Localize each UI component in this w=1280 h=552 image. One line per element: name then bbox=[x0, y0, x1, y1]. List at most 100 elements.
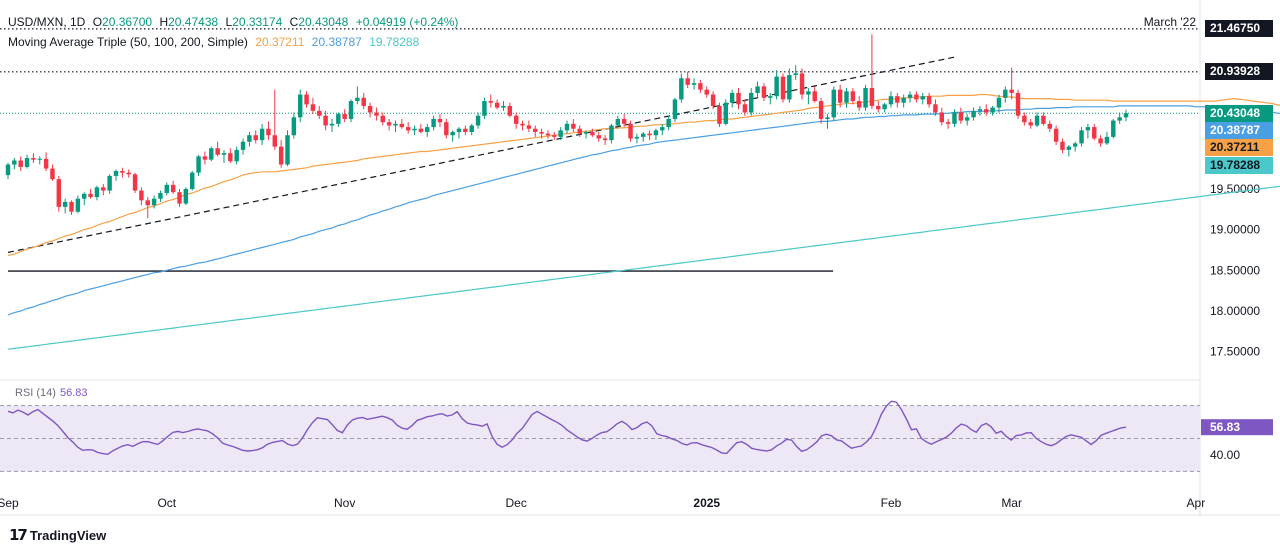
candle-body bbox=[1079, 130, 1084, 144]
candle-body bbox=[69, 201, 74, 212]
candle bbox=[285, 130, 290, 167]
candle-body bbox=[323, 115, 328, 126]
candle bbox=[43, 152, 49, 172]
rsi-title[interactable]: RSI (14) bbox=[15, 387, 56, 399]
candle-body bbox=[1111, 120, 1116, 137]
candle-body bbox=[189, 172, 195, 189]
candle bbox=[310, 97, 316, 115]
candle-body bbox=[1085, 127, 1091, 131]
price-axis-tick: 17.50000 bbox=[1210, 345, 1260, 359]
low-number: 20.33174 bbox=[232, 15, 283, 29]
candle-body bbox=[710, 94, 716, 106]
candle bbox=[444, 118, 449, 139]
candle bbox=[12, 158, 17, 170]
candle-body bbox=[272, 135, 278, 147]
candle bbox=[107, 174, 112, 194]
candle-body bbox=[653, 130, 659, 136]
candle bbox=[488, 94, 493, 108]
rsi-band bbox=[0, 405, 1200, 472]
candle bbox=[1085, 123, 1091, 139]
candle-body bbox=[228, 153, 233, 162]
candle-body bbox=[590, 131, 595, 136]
candle bbox=[18, 156, 23, 172]
candle bbox=[94, 185, 100, 201]
candle bbox=[323, 110, 328, 131]
high-value: H20.47438 bbox=[159, 15, 218, 29]
candle-body bbox=[50, 168, 55, 180]
candle bbox=[145, 197, 150, 219]
candle-body bbox=[723, 102, 729, 124]
candle-body bbox=[685, 78, 690, 85]
candle bbox=[939, 107, 945, 126]
candle bbox=[450, 130, 455, 142]
reference-date-label: March '22 bbox=[1143, 15, 1196, 29]
candle bbox=[856, 96, 862, 111]
time-axis-tick: Apr bbox=[1187, 496, 1206, 510]
candle bbox=[56, 175, 62, 212]
candle bbox=[571, 118, 576, 132]
price-tag: 20.43048 bbox=[1205, 104, 1273, 122]
candle bbox=[850, 88, 856, 105]
tradingview-logo[interactable]: 𝟭𝟳 TradingView bbox=[9, 526, 106, 544]
candle bbox=[418, 123, 424, 134]
candle-body bbox=[88, 193, 93, 198]
candle bbox=[1117, 112, 1122, 124]
candle-body bbox=[278, 146, 284, 165]
candle bbox=[355, 86, 360, 105]
candle-body bbox=[844, 91, 849, 103]
candle bbox=[818, 97, 824, 124]
candle bbox=[1028, 118, 1033, 129]
candle-body bbox=[1066, 146, 1072, 150]
candle bbox=[634, 133, 640, 144]
candle bbox=[482, 97, 487, 119]
candle-body bbox=[386, 122, 392, 126]
candle bbox=[736, 88, 741, 110]
candle-body bbox=[62, 201, 68, 207]
candle bbox=[469, 123, 474, 136]
rsi-value-tag bbox=[1201, 419, 1273, 436]
candle-body bbox=[355, 97, 360, 102]
candle-body bbox=[82, 193, 87, 199]
candle bbox=[170, 180, 176, 194]
candle bbox=[602, 135, 608, 145]
candle-body bbox=[5, 164, 11, 176]
candle bbox=[253, 130, 258, 144]
candle-body bbox=[43, 158, 49, 169]
candle-body bbox=[164, 184, 170, 193]
ma-legend: Moving Average Triple (50, 100, 200, Sim… bbox=[8, 35, 423, 49]
candle-body bbox=[215, 148, 220, 155]
candle bbox=[1104, 131, 1110, 145]
candle-body bbox=[882, 104, 887, 110]
candle bbox=[386, 118, 392, 131]
candle bbox=[475, 112, 481, 129]
candle bbox=[367, 102, 373, 118]
ma-title[interactable]: Moving Average Triple (50, 100, 200, Sim… bbox=[8, 35, 248, 49]
candle-body bbox=[856, 101, 862, 108]
candle-body bbox=[12, 160, 17, 165]
candle bbox=[183, 187, 189, 206]
candle bbox=[75, 195, 81, 214]
candle-body bbox=[253, 135, 258, 141]
candle bbox=[50, 164, 55, 181]
candle bbox=[590, 128, 595, 137]
open-label: O bbox=[92, 15, 103, 29]
candle-body bbox=[494, 102, 500, 108]
candle-body bbox=[399, 123, 405, 128]
candle-body bbox=[793, 73, 798, 76]
ma50-value: 20.37211 bbox=[255, 35, 305, 49]
candle bbox=[209, 146, 214, 162]
candle-body bbox=[37, 158, 42, 160]
candle bbox=[520, 120, 525, 131]
candle-body bbox=[329, 123, 335, 126]
candle-body bbox=[748, 92, 754, 113]
candle-body bbox=[850, 91, 856, 102]
candle-body bbox=[533, 128, 538, 132]
symbol-label[interactable]: USD/MXN, 1D bbox=[8, 15, 86, 29]
tradingview-logo-icon: 𝟭𝟳 bbox=[9, 527, 28, 544]
candle bbox=[336, 112, 341, 128]
candle-body bbox=[660, 127, 665, 131]
candle-body bbox=[628, 123, 633, 139]
candle-body bbox=[787, 75, 792, 100]
candle bbox=[641, 131, 646, 142]
